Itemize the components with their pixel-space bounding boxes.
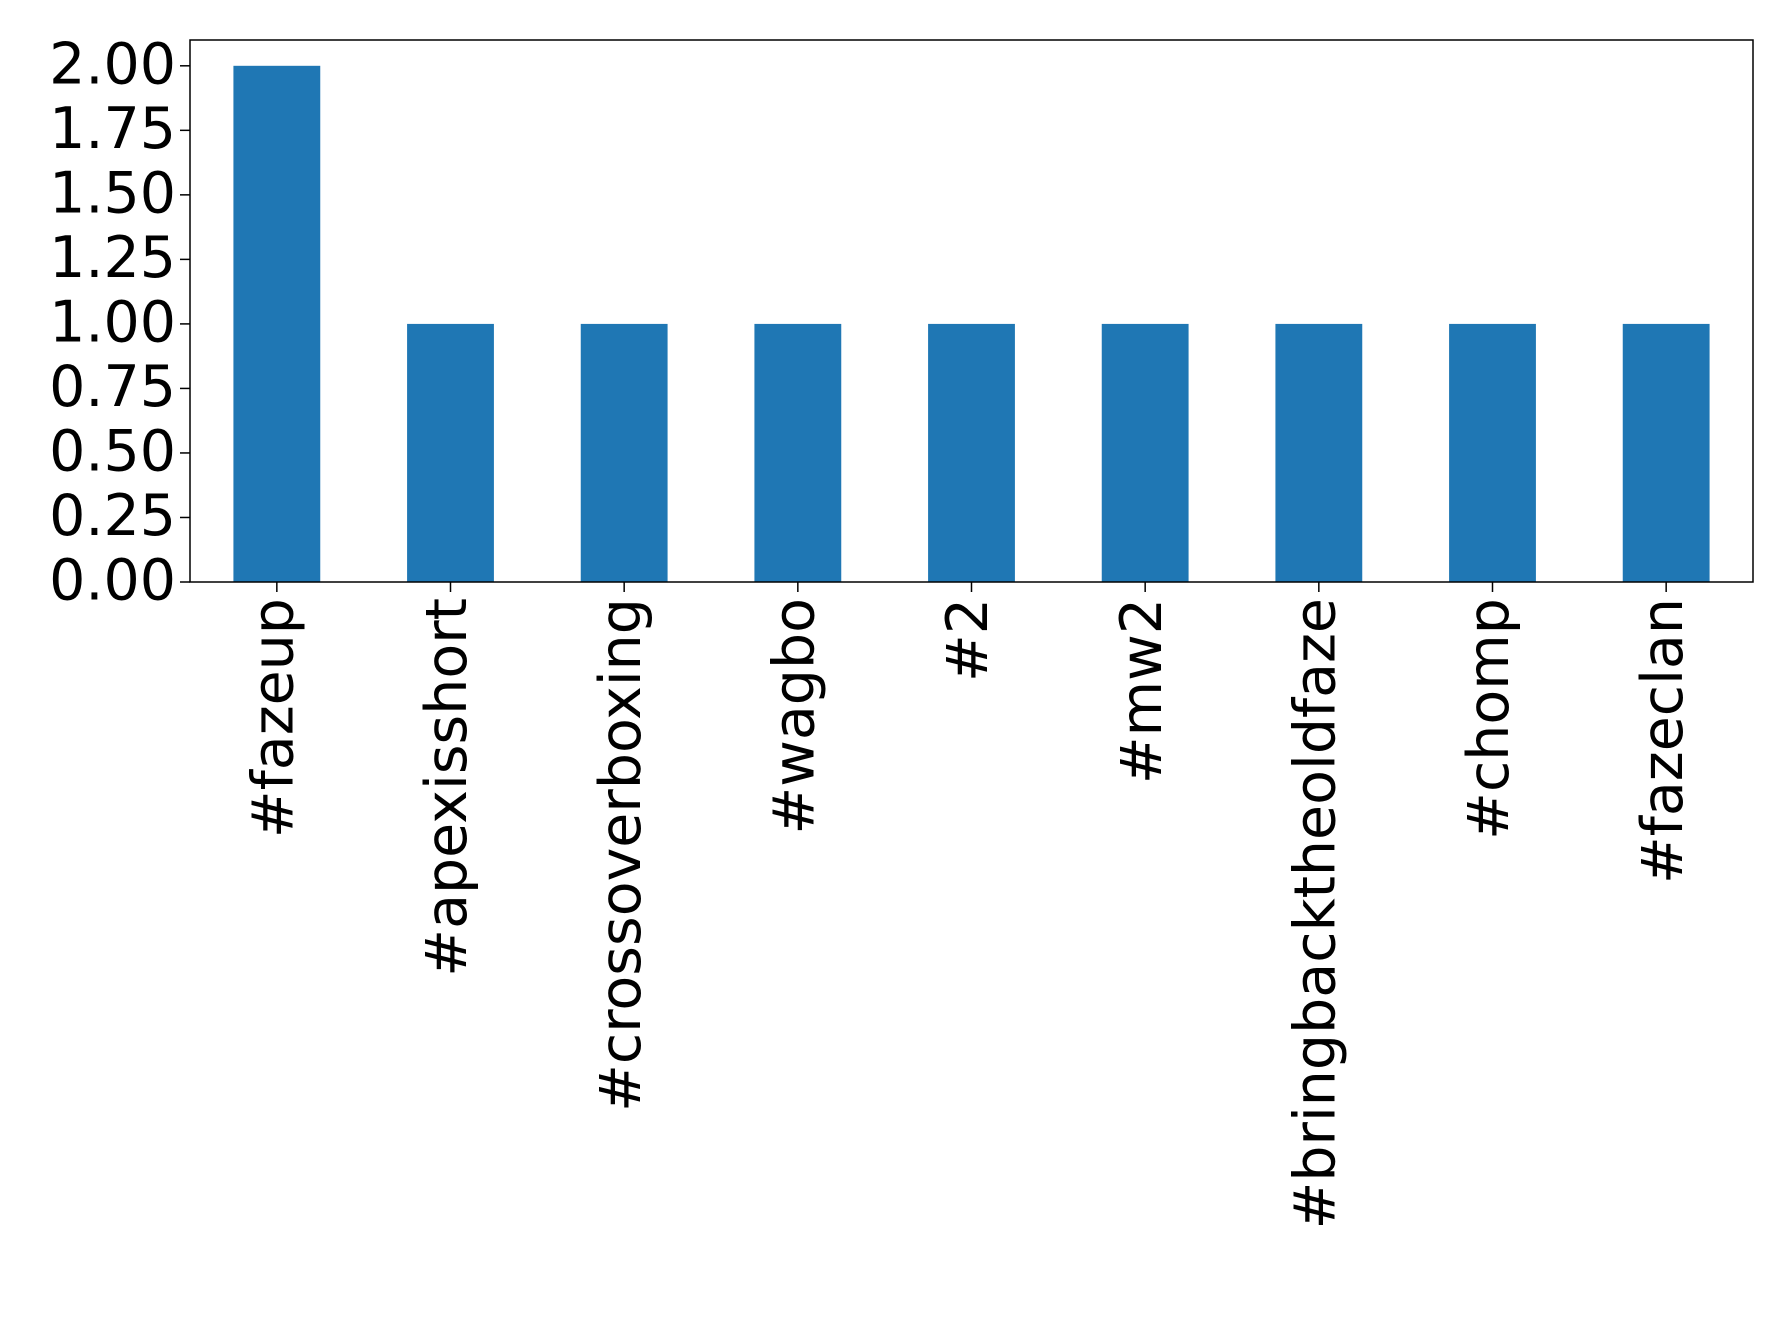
bar <box>928 323 1015 582</box>
x-tick-label: #2 <box>935 598 1001 682</box>
x-tick-label: #chomp <box>1456 598 1522 840</box>
y-tick-label: 1.25 <box>49 225 176 291</box>
y-tick-label: 0.25 <box>49 483 176 549</box>
x-tick-label: #fazeclan <box>1630 598 1696 884</box>
y-tick-label: 2.00 <box>49 31 176 97</box>
x-tick-label: #bringbacktheoldfaze <box>1282 598 1348 1229</box>
bar <box>1449 323 1536 582</box>
y-tick-label: 1.75 <box>49 96 176 162</box>
x-tick-label: #fazeup <box>240 598 306 838</box>
x-tick-label: #mw2 <box>1109 598 1175 784</box>
plot-frame <box>189 39 1754 583</box>
y-tick-label: 0.00 <box>49 548 176 614</box>
x-tick-label: #wagbo <box>761 598 827 835</box>
bar <box>233 65 321 583</box>
y-tick-label: 0.75 <box>49 354 176 420</box>
y-tick-label: 1.50 <box>49 160 176 226</box>
x-tick-label: #apexisshort <box>414 598 480 977</box>
bar <box>1101 323 1189 582</box>
bar <box>580 323 668 582</box>
x-tick-label: #crossoverboxing <box>588 598 654 1112</box>
y-tick-label: 0.50 <box>49 419 176 485</box>
y-tick-label: 1.00 <box>49 290 176 356</box>
bar <box>1622 323 1710 582</box>
bar <box>754 323 842 582</box>
bar <box>1275 323 1363 582</box>
bar <box>407 323 494 582</box>
